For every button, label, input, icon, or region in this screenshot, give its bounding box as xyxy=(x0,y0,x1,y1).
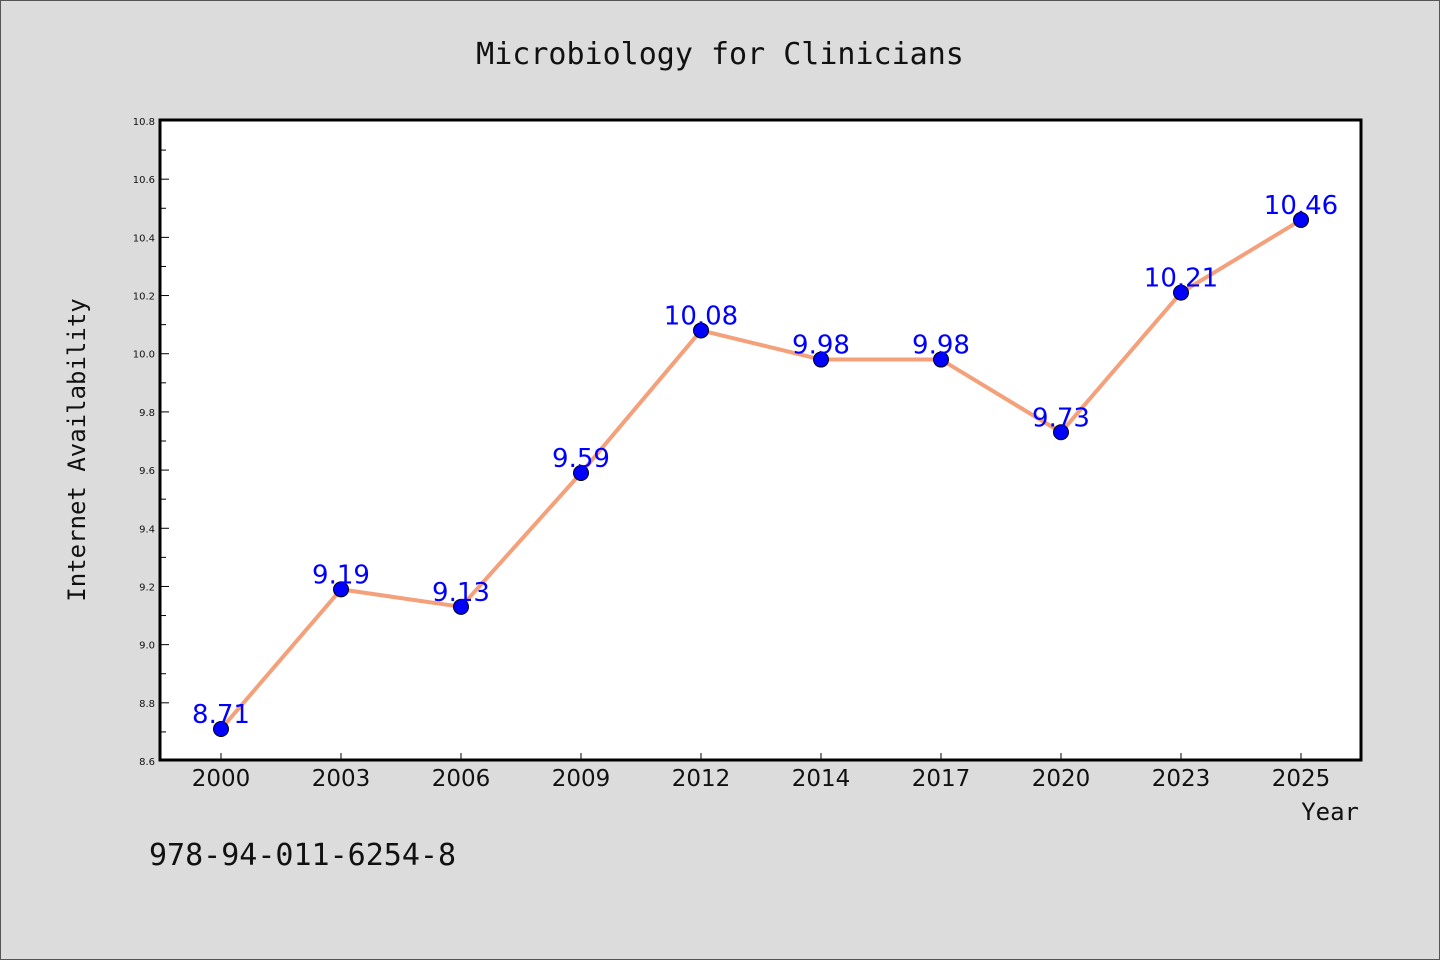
data-point-marker xyxy=(813,351,829,368)
data-label: 10.21 xyxy=(1144,264,1218,294)
data-point-marker xyxy=(1173,284,1189,301)
data-point-marker xyxy=(933,351,949,368)
y-tick-label: 9.4 xyxy=(139,524,155,535)
y-tick-label: 9.0 xyxy=(139,641,155,652)
x-tick-label: 2020 xyxy=(1032,766,1091,792)
data-label: 9.59 xyxy=(552,444,610,474)
data-point-marker xyxy=(693,322,709,339)
chart-title: Microbiology for Clinicians xyxy=(476,37,964,72)
y-axis-label: Internet Availability xyxy=(63,298,91,601)
x-tick-label: 2009 xyxy=(552,766,611,792)
y-tick-label: 10.2 xyxy=(133,292,155,303)
x-axis: 2000 2003 2006 2009 2012 2014 2017 2020 2023 2025 xyxy=(192,753,1331,792)
x-tick-label: 2014 xyxy=(792,766,851,792)
x-axis-label: Year xyxy=(1301,798,1359,826)
x-tick-label: 2023 xyxy=(1152,766,1211,792)
isbn-text: 978-94-011-6254-8 xyxy=(149,838,456,873)
data-label: 9.98 xyxy=(912,331,970,361)
series-line xyxy=(219,218,1303,731)
y-tick-label: 10.6 xyxy=(133,175,155,186)
marker-layer xyxy=(213,211,1309,737)
series-line-layer xyxy=(219,218,1303,731)
data-label: 10.46 xyxy=(1264,191,1338,221)
data-label: 9.13 xyxy=(432,578,490,608)
data-point-marker xyxy=(1053,424,1069,441)
x-tick-label: 2025 xyxy=(1272,766,1331,792)
y-tick-label: 9.2 xyxy=(139,582,155,593)
data-label: 8.71 xyxy=(192,700,250,730)
y-tick-label: 9.6 xyxy=(139,466,155,477)
data-point-marker xyxy=(573,465,589,481)
plot-area xyxy=(158,118,1363,762)
data-point-marker xyxy=(453,598,469,615)
y-axis: 8.6 8.8 9.0 9.2 9.4 9.6 9.8 10.0 10.2 10.4 10.6 10.… xyxy=(133,117,169,768)
x-tick-label: 2000 xyxy=(192,766,251,792)
data-label: 9.19 xyxy=(312,560,370,590)
y-tick-label: 10.8 xyxy=(133,117,155,128)
data-label: 10.08 xyxy=(664,301,738,331)
data-label: 9.73 xyxy=(1032,403,1090,433)
data-point-marker xyxy=(1293,211,1309,228)
y-tick-label: 8.6 xyxy=(139,757,155,768)
data-point-marker xyxy=(333,581,349,598)
x-tick-label: 2003 xyxy=(312,766,371,792)
x-tick-label: 2017 xyxy=(912,766,971,792)
y-tick-label: 8.8 xyxy=(139,699,155,710)
y-tick-label: 10.4 xyxy=(133,233,155,244)
x-tick-label: 2012 xyxy=(672,766,731,792)
data-point-marker xyxy=(213,721,229,737)
data-label: 9.98 xyxy=(792,331,850,361)
y-tick-label: 9.8 xyxy=(139,408,155,419)
data-label-layer: 8.71 9.19 9.13 9.59 10.08 9.98 9.98 9.73 10.21 10… xyxy=(192,191,1338,730)
x-tick-label: 2006 xyxy=(432,766,491,792)
y-tick-label: 10.0 xyxy=(133,350,155,361)
